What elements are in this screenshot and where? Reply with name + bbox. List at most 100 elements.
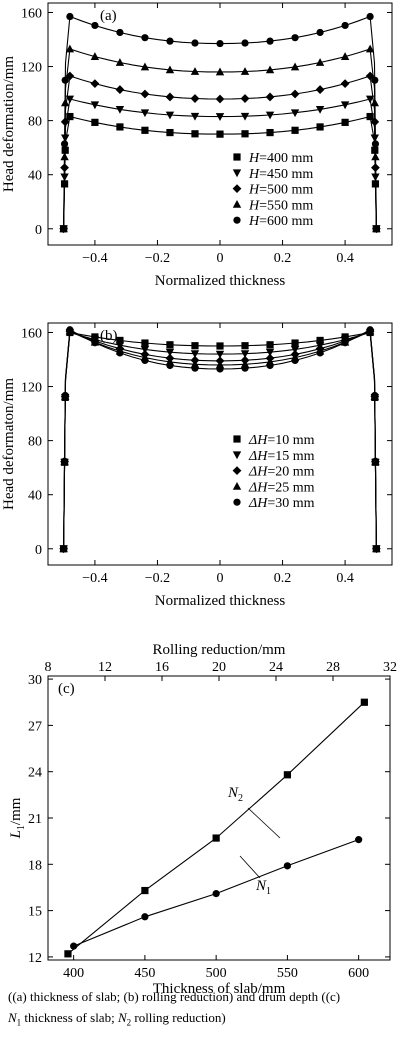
legend-label: ΔH=10 mm	[248, 433, 315, 448]
legend-symbol: H	[248, 183, 260, 198]
y-tick-label: 80	[28, 435, 42, 450]
legend-symbol: H	[248, 151, 260, 166]
y-tick-label: 15	[28, 905, 42, 920]
legend-symbol: ΔH	[248, 480, 268, 495]
legend-value: =10 mm	[267, 433, 314, 448]
legend-value: =500 mm	[259, 183, 313, 198]
y-tick-label: 40	[28, 169, 42, 184]
data-point	[365, 95, 375, 104]
data-point	[141, 126, 149, 134]
data-point	[265, 65, 275, 74]
legend-value: =20 mm	[267, 465, 314, 480]
x2-axis-title: Rolling reduction/mm	[153, 642, 286, 658]
series-line	[63, 48, 377, 229]
data-point	[116, 28, 124, 37]
data-point	[316, 28, 324, 37]
data-point	[140, 345, 150, 354]
data-point	[216, 39, 224, 48]
legend-label: ΔH=25 mm	[248, 480, 315, 495]
data-point	[241, 342, 249, 350]
data-point	[190, 350, 200, 359]
plot-frame	[47, 2, 393, 246]
data-point	[355, 836, 363, 844]
data-point	[190, 112, 200, 121]
data-point	[116, 336, 124, 345]
caption-n1-symbol: N	[8, 1010, 17, 1025]
y-tick-label: 120	[21, 61, 42, 76]
x-tick-label: 400	[63, 966, 84, 981]
data-point	[265, 92, 275, 102]
data-point	[116, 123, 124, 131]
data-point	[366, 326, 374, 334]
legend-marker	[232, 169, 242, 178]
data-point	[241, 130, 249, 138]
series-3	[59, 44, 381, 233]
figure-caption: ((a) thickness of slab; (b) rolling redu…	[8, 986, 398, 1034]
data-point	[165, 92, 175, 102]
data-point	[365, 44, 375, 53]
data-point	[240, 350, 250, 359]
caption-n1-subscript: 1	[16, 1017, 22, 1028]
x-axis-title: Thickness of slab/mm	[153, 981, 286, 997]
y-axis-unit: /mm	[8, 797, 24, 825]
panel-label: (a)	[100, 8, 117, 24]
data-point	[215, 350, 225, 359]
panel-b: −0.4 −0.2 0 0.2 0.4 0 40 80 120 160 Normalized thi…	[1, 322, 393, 609]
data-point	[366, 12, 374, 21]
data-point	[371, 391, 379, 400]
y-tick-label: 0	[35, 543, 42, 558]
x2-tick-label: 16	[155, 660, 169, 675]
data-point	[371, 457, 380, 465]
y-tick-label: 12	[28, 951, 42, 966]
y-axis-title: L1/mm	[8, 797, 27, 839]
data-point	[60, 225, 68, 233]
data-point	[372, 545, 380, 553]
data-point	[290, 345, 300, 354]
x2-tick-label: 20	[212, 660, 226, 675]
legend-label: H=450 mm	[248, 167, 313, 182]
legend-value: =550 mm	[259, 198, 313, 213]
data-point	[140, 109, 150, 118]
legend-label: ΔH=15 mm	[248, 449, 315, 464]
data-point	[316, 349, 324, 357]
x-tick-label: 0	[217, 251, 224, 266]
data-point	[340, 52, 350, 60]
legend-symbol: H	[248, 167, 260, 182]
legend-value: =30 mm	[267, 496, 314, 511]
y-tick-label: 160	[21, 326, 42, 341]
data-point	[191, 130, 199, 138]
legend-symbol: ΔH	[248, 433, 268, 448]
data-point	[291, 339, 299, 347]
data-point	[91, 21, 99, 30]
data-point	[212, 834, 220, 842]
y-tick-label: 120	[21, 381, 42, 396]
x-tick-label: 550	[277, 966, 298, 981]
y-axis-title: Head deformaton/mm	[1, 378, 17, 510]
y-tick-label: 40	[28, 489, 42, 504]
data-point	[191, 364, 199, 372]
caption-n2-text: rolling reduction)	[131, 1010, 226, 1025]
data-point	[265, 111, 275, 120]
legend-label: ΔH=20 mm	[248, 465, 315, 480]
data-point	[166, 341, 174, 349]
data-point	[90, 101, 100, 110]
data-point	[191, 342, 199, 350]
legend-label: ΔH=30 mm	[248, 496, 315, 511]
x2-tick-label: 24	[269, 660, 283, 675]
x-axis-title: Normalized thickness	[155, 273, 286, 289]
data-point	[265, 348, 275, 357]
data-point	[315, 105, 325, 114]
legend-marker	[233, 153, 241, 161]
legend-symbol: ΔH	[248, 465, 268, 480]
legend-marker	[232, 482, 242, 490]
data-point	[65, 95, 75, 104]
y-tick-label: 24	[28, 766, 42, 781]
data-point	[316, 123, 324, 131]
data-point	[291, 356, 299, 365]
x2-tick-label: 12	[98, 660, 112, 675]
y-axis-subscript: 1	[16, 825, 27, 830]
data-point	[372, 225, 380, 233]
data-point	[141, 356, 149, 365]
series-4	[60, 12, 380, 233]
